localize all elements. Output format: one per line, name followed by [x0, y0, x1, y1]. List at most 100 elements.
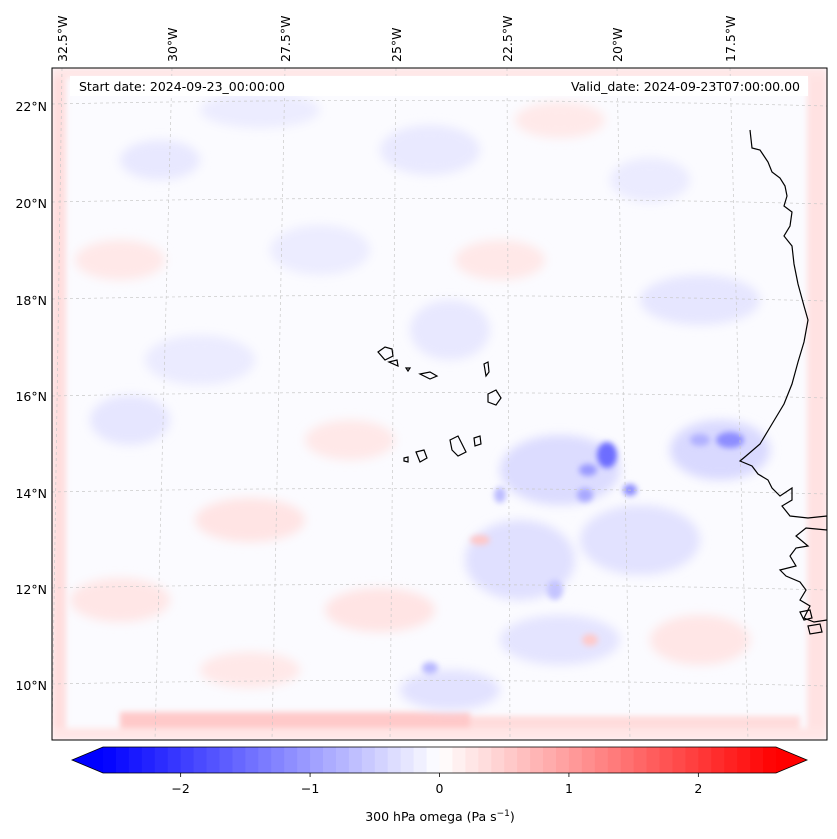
- island: [473, 435, 482, 447]
- colorbar-cell: [206, 747, 221, 773]
- colorbar-cell: [504, 747, 518, 773]
- colorbar-ticks: −2 −1 0 1 2: [171, 773, 702, 796]
- gridline-lon: [389, 68, 397, 740]
- date-banner-background: [70, 76, 808, 96]
- gridline-lon: [616, 68, 631, 740]
- colorbar-cell: [465, 747, 479, 773]
- colorbar-cell: [387, 747, 402, 773]
- lat-label: 12°N: [15, 582, 47, 597]
- colorbar-cell: [400, 747, 415, 773]
- colorbar-cell: [245, 747, 259, 773]
- lon-label: 22.5°W: [500, 16, 515, 62]
- colorbar-extend-max: [776, 747, 807, 773]
- colorbar-cell: [568, 747, 583, 773]
- colorbar-cell: [530, 747, 544, 773]
- colorbar-cell: [659, 747, 674, 773]
- lon-label: 27.5°W: [278, 16, 293, 62]
- gridline-lon: [271, 68, 286, 740]
- island: [483, 361, 490, 378]
- colorbar-cells: [72, 747, 807, 773]
- colorbar-cell: [310, 747, 324, 773]
- gridline-lon: [729, 68, 749, 740]
- date-banner: Start date: 2024-09-23_00:00:00 Valid_da…: [70, 76, 808, 96]
- island: [449, 435, 467, 457]
- island: [387, 359, 399, 368]
- colorbar-cell: [594, 747, 609, 773]
- valid-date-text: Valid_date: 2024-09-23T07:00:00.00: [571, 79, 800, 94]
- colorbar-cell: [620, 747, 635, 773]
- colorbar-cell: [426, 747, 441, 773]
- colorbar-cell: [180, 747, 195, 773]
- colorbar-cell: [750, 747, 764, 773]
- africa-coastline: [738, 129, 827, 623]
- lon-label: 17.5°W: [723, 16, 738, 62]
- colorbar-cell: [724, 747, 738, 773]
- colorbar-label: 300 hPa omega (Pa s−1): [365, 809, 515, 824]
- island: [377, 346, 394, 361]
- colorbar-cell: [103, 747, 117, 773]
- colorbar-extend-min: [72, 747, 103, 773]
- colorbar-cell: [361, 747, 376, 773]
- colorbar-cell: [633, 747, 648, 773]
- gridline-lon: [154, 68, 173, 740]
- latitude-labels: 22°N 20°N 18°N 16°N 14°N 12°N 10°N: [15, 99, 47, 693]
- colorbar-cell: [154, 747, 169, 773]
- colorbar: −2 −1 0 1 2 300 hPa omega (Pa s−1): [70, 746, 809, 824]
- gridline-lon: [506, 68, 511, 740]
- island: [807, 623, 823, 635]
- lon-label: 25°W: [389, 27, 404, 62]
- lat-label: 18°N: [15, 293, 47, 308]
- colorbar-cell: [439, 747, 454, 773]
- colorbar-cell: [297, 747, 311, 773]
- omega-field: [52, 68, 827, 740]
- lon-label: 20°W: [610, 27, 625, 62]
- lat-label: 22°N: [15, 99, 47, 114]
- longitude-labels: 32.5°W 30°W 27.5°W 25°W 22.5°W 20°W 17.5…: [55, 16, 738, 62]
- colorbar-cell: [232, 747, 246, 773]
- colorbar-cell: [167, 747, 182, 773]
- coastlines: [377, 129, 827, 635]
- map-frame: [51, 67, 828, 741]
- gridline-lat: [52, 680, 827, 687]
- colorbar-tick-label: −2: [171, 781, 189, 796]
- colorbar-cell: [491, 747, 505, 773]
- colorbar-cell: [452, 747, 466, 773]
- lon-label: 32.5°W: [55, 16, 70, 62]
- colorbar-outline: [70, 746, 809, 774]
- colorbar-cell: [323, 747, 337, 773]
- gridlines: [52, 68, 827, 740]
- colorbar-cell: [543, 747, 557, 773]
- island: [415, 449, 428, 463]
- gridline-lat: [52, 488, 827, 495]
- colorbar-cell: [115, 747, 130, 773]
- island: [404, 367, 412, 373]
- map-area: [51, 67, 828, 741]
- colorbar-cell: [517, 747, 531, 773]
- gridline-lat: [52, 392, 827, 399]
- gridline-lat: [52, 198, 827, 205]
- colorbar-cell: [271, 747, 285, 773]
- lat-label: 16°N: [15, 389, 47, 404]
- gridline-lat: [52, 584, 827, 591]
- colorbar-cell: [581, 747, 596, 773]
- island: [418, 371, 439, 380]
- colorbar-cell: [335, 747, 350, 773]
- colorbar-cell: [348, 747, 363, 773]
- gridline-lon: [52, 68, 63, 740]
- gridline-lat: [52, 295, 827, 302]
- colorbar-cell: [128, 747, 143, 773]
- colorbar-tick-label: −1: [301, 781, 319, 796]
- island: [403, 456, 409, 463]
- colorbar-cell: [374, 747, 389, 773]
- colorbar-cell: [413, 747, 428, 773]
- colorbar-tick-label: 2: [694, 781, 702, 796]
- colorbar-cell: [698, 747, 712, 773]
- colorbar-cell: [284, 747, 298, 773]
- colorbar-cell: [258, 747, 272, 773]
- lat-label: 14°N: [15, 486, 47, 501]
- lon-label: 30°W: [165, 27, 180, 62]
- colorbar-cell: [711, 747, 725, 773]
- lat-label: 20°N: [15, 196, 47, 211]
- start-date-text: Start date: 2024-09-23_00:00:00: [79, 79, 285, 94]
